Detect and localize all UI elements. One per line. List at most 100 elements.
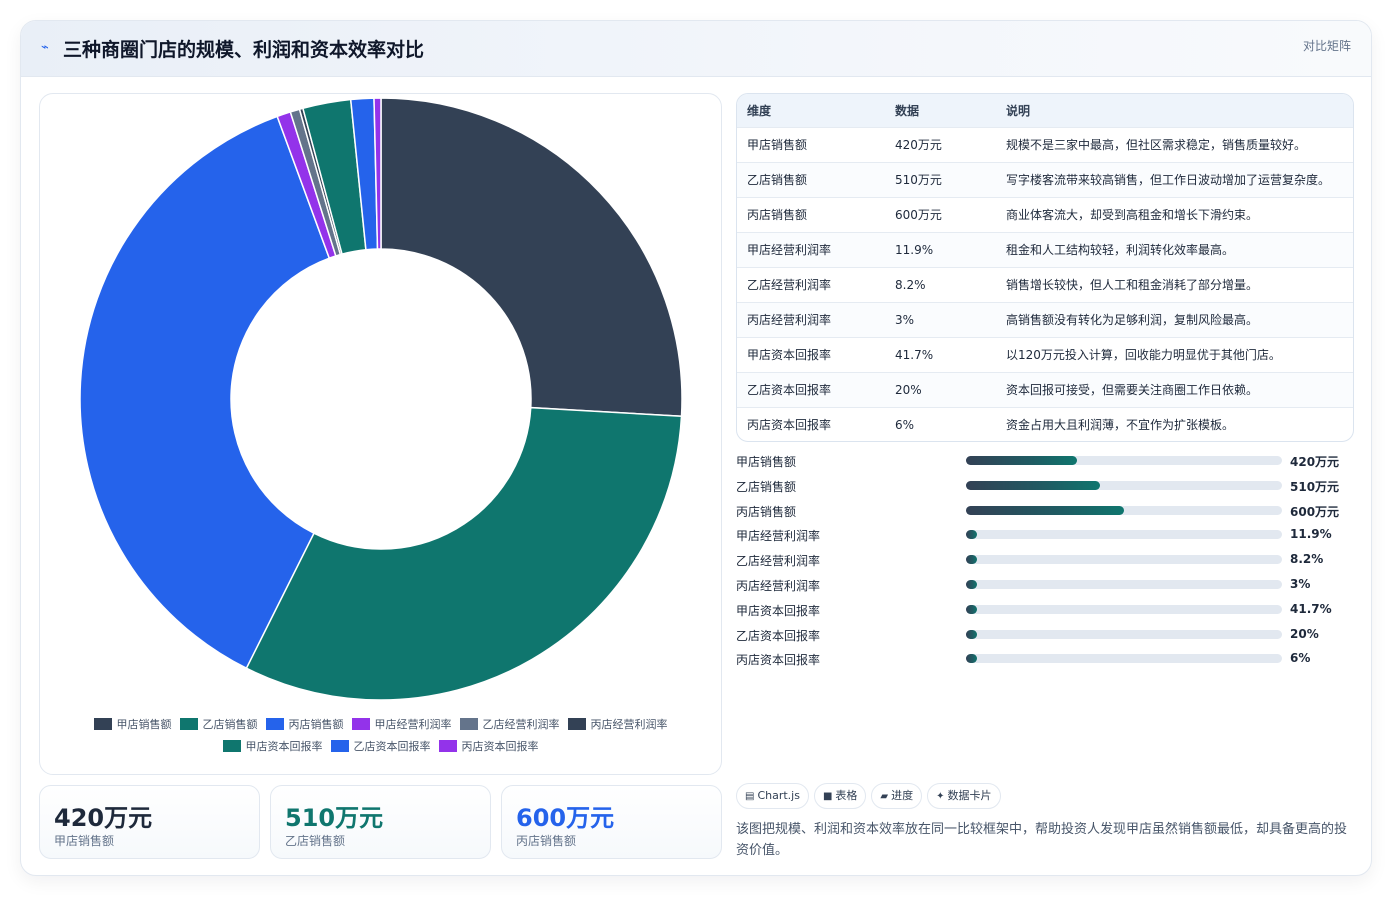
legend-label: 甲店销售额 <box>116 718 172 731</box>
table-row: 乙店资本回报率 20% 资本回报可接受，但需要关注商圈工作日依赖。 <box>737 372 1353 407</box>
page-title: 三种商圈门店的规模、利润和资本效率对比 <box>63 39 425 61</box>
cell-value: 420万元 <box>895 138 942 152</box>
cell-description: 资金占用大且利润薄，不宜作为扩张模板。 <box>1006 418 1235 433</box>
progress-label: 甲店销售额 <box>736 455 797 469</box>
kpi-card: 600万元 丙店销售额 <box>501 785 722 859</box>
cell-description: 商业体客流大，却受到高租金和增长下滑约束。 <box>1006 208 1259 222</box>
legend-label: 丙店销售额 <box>288 718 344 731</box>
cell-description: 以120万元投入计算，回收能力明显优于其他门店。 <box>1006 348 1281 362</box>
donut-slice[interactable] <box>373 97 382 250</box>
legend-label: 甲店资本回报率 <box>245 740 323 753</box>
legend-swatch <box>179 718 198 730</box>
progress-label: 丙店资本回报率 <box>736 653 821 668</box>
cell-dimension: 丙店资本回报率 <box>747 418 832 433</box>
legend-label: 丙店经营利润率 <box>590 718 668 731</box>
chip-label: Chart.js <box>757 789 800 802</box>
legend-row: 甲店资本回报率 乙店资本回报率 丙店资本回报率 <box>40 736 721 758</box>
donut-chart-panel: 甲店销售额 乙店销售额 丙店销售额 甲店经营利润率 乙店经营利润率 丙店经营利润率甲店资本… <box>39 93 722 775</box>
progress-fill <box>966 654 977 664</box>
cell-value: 41.7% <box>895 347 934 362</box>
progress-value: 3% <box>1290 576 1311 591</box>
cell-description: 资本回报可接受，但需要关注商圈工作日依赖。 <box>1006 383 1259 397</box>
progress-label: 甲店经营利润率 <box>736 529 821 544</box>
progress-label: 乙店销售额 <box>736 479 797 494</box>
legend-item[interactable]: 丙店经营利润率 <box>567 714 668 736</box>
legend-label: 乙店经营利润率 <box>482 718 560 731</box>
cell-value: 510万元 <box>895 173 942 187</box>
legend-item[interactable]: 乙店经营利润率 <box>459 714 560 736</box>
legend-item[interactable]: 丙店资本回报率 <box>438 736 539 758</box>
progress-value: 8.2% <box>1290 552 1324 567</box>
progress-row: 丙店资本回报率 6% <box>736 649 1354 674</box>
cell-value: 3% <box>895 312 915 327</box>
chip-label: 数据卡片 <box>947 789 992 802</box>
progress-fill <box>966 629 977 639</box>
legend-item[interactable]: 甲店销售额 <box>93 714 172 736</box>
table-row: 乙店销售额 510万元 写字楼客流带来较高销售，但工作日波动增加了运营复杂度。 <box>737 162 1353 197</box>
legend-item[interactable]: 丙店销售额 <box>265 714 344 736</box>
table-row: 甲店资本回报率 41.7% 以120万元投入计算，回收能力明显优于其他门店。 <box>737 337 1353 372</box>
progress-label: 丙店经营利润率 <box>736 578 821 593</box>
cell-value: 8.2% <box>895 277 926 292</box>
dashboard-card: ⌁ 三种商圈门店的规模、利润和资本效率对比 对比矩阵 甲店销售额 乙店销售额 丙店销… <box>20 20 1372 876</box>
legend-label: 乙店资本回报率 <box>353 740 431 753</box>
donut-slice[interactable] <box>380 97 683 418</box>
cell-dimension: 甲店资本回报率 <box>747 348 832 362</box>
legend-swatch <box>265 718 284 730</box>
chart-legend: 甲店销售额 乙店销售额 丙店销售额 甲店经营利润率 乙店经营利润率 丙店经营利润率甲店资本… <box>40 714 721 758</box>
legend-label: 乙店销售额 <box>202 718 258 731</box>
table-row: 乙店经营利润率 8.2% 销售增长较快，但人工和租金消耗了部分增量。 <box>737 267 1353 302</box>
cell-dimension: 甲店销售额 <box>747 138 808 152</box>
legend-swatch <box>222 740 241 752</box>
progress-icon: ▰ <box>880 791 889 802</box>
cell-dimension: 丙店经营利润率 <box>747 313 832 327</box>
progress-value: 510万元 <box>1290 479 1340 494</box>
legend-item[interactable]: 乙店销售额 <box>179 714 258 736</box>
progress-label: 乙店经营利润率 <box>736 554 821 569</box>
progress-row: 甲店资本回报率 41.7% <box>736 600 1354 625</box>
chip-table[interactable]: ■ 表格 <box>813 783 867 809</box>
progress-track <box>966 629 1282 639</box>
progress-label: 丙店销售额 <box>736 504 797 519</box>
chip-progress[interactable]: ▰ 进度 <box>871 783 923 809</box>
progress-fill <box>966 530 977 540</box>
legend-swatch <box>438 740 457 752</box>
kpi-cards: 420万元 甲店销售额 510万元乙店销售额 600万元 丙店销售额 <box>39 785 722 859</box>
progress-row: 乙店资本回报率 20% <box>736 625 1354 650</box>
progress-value: 20% <box>1290 626 1319 641</box>
legend-label: 丙店资本回报率 <box>461 740 539 753</box>
progress-value: 6% <box>1290 651 1311 666</box>
kpi-value: 600万元 <box>516 804 615 832</box>
legend-item[interactable]: 甲店经营利润率 <box>351 714 452 736</box>
progress-value: 41.7% <box>1290 601 1332 616</box>
column-header: 说明 <box>1006 103 1031 118</box>
progress-label: 甲店资本回报率 <box>736 603 821 618</box>
donut-slice[interactable] <box>79 115 331 670</box>
progress-row: 丙店销售额 600万元 <box>736 501 1354 526</box>
progress-value: 420万元 <box>1290 455 1340 469</box>
progress-track <box>966 480 1282 490</box>
cell-dimension: 乙店经营利润率 <box>747 278 832 292</box>
legend-item[interactable]: 乙店资本回报率 <box>330 736 431 758</box>
donut-chart <box>79 97 683 701</box>
cell-description: 销售增长较快，但人工和租金消耗了部分增量。 <box>1006 278 1259 292</box>
legend-item[interactable]: 甲店资本回报率 <box>222 736 323 758</box>
table-row: 甲店经营利润率 11.9% 租金和人工结构较轻，利润转化效率最高。 <box>737 232 1353 267</box>
progress-track <box>966 604 1282 614</box>
column-header: 数据 <box>895 103 920 118</box>
cell-description: 高销售额没有转化为足够利润，复制风险最高。 <box>1006 313 1259 327</box>
kpi-value: 510万元 <box>285 804 384 832</box>
header-tag: 对比矩阵 <box>1302 39 1351 53</box>
progress-row: 甲店经营利润率 11.9% <box>736 525 1354 550</box>
chip-chart[interactable]: ▤ Chart.js <box>736 783 809 809</box>
cell-dimension: 丙店销售额 <box>747 208 808 222</box>
progress-fill <box>966 579 977 589</box>
chip-sparkle[interactable]: ✦ 数据卡片 <box>927 783 1001 809</box>
cell-value: 600万元 <box>895 208 942 222</box>
kpi-card: 420万元 甲店销售额 <box>39 785 260 859</box>
chart-icon: ▤ <box>745 791 755 802</box>
cell-value: 11.9% <box>895 242 934 257</box>
donut-slice[interactable] <box>245 406 683 701</box>
cell-dimension: 乙店资本回报率 <box>747 383 832 397</box>
kpi-label: 乙店销售额 <box>285 834 346 848</box>
